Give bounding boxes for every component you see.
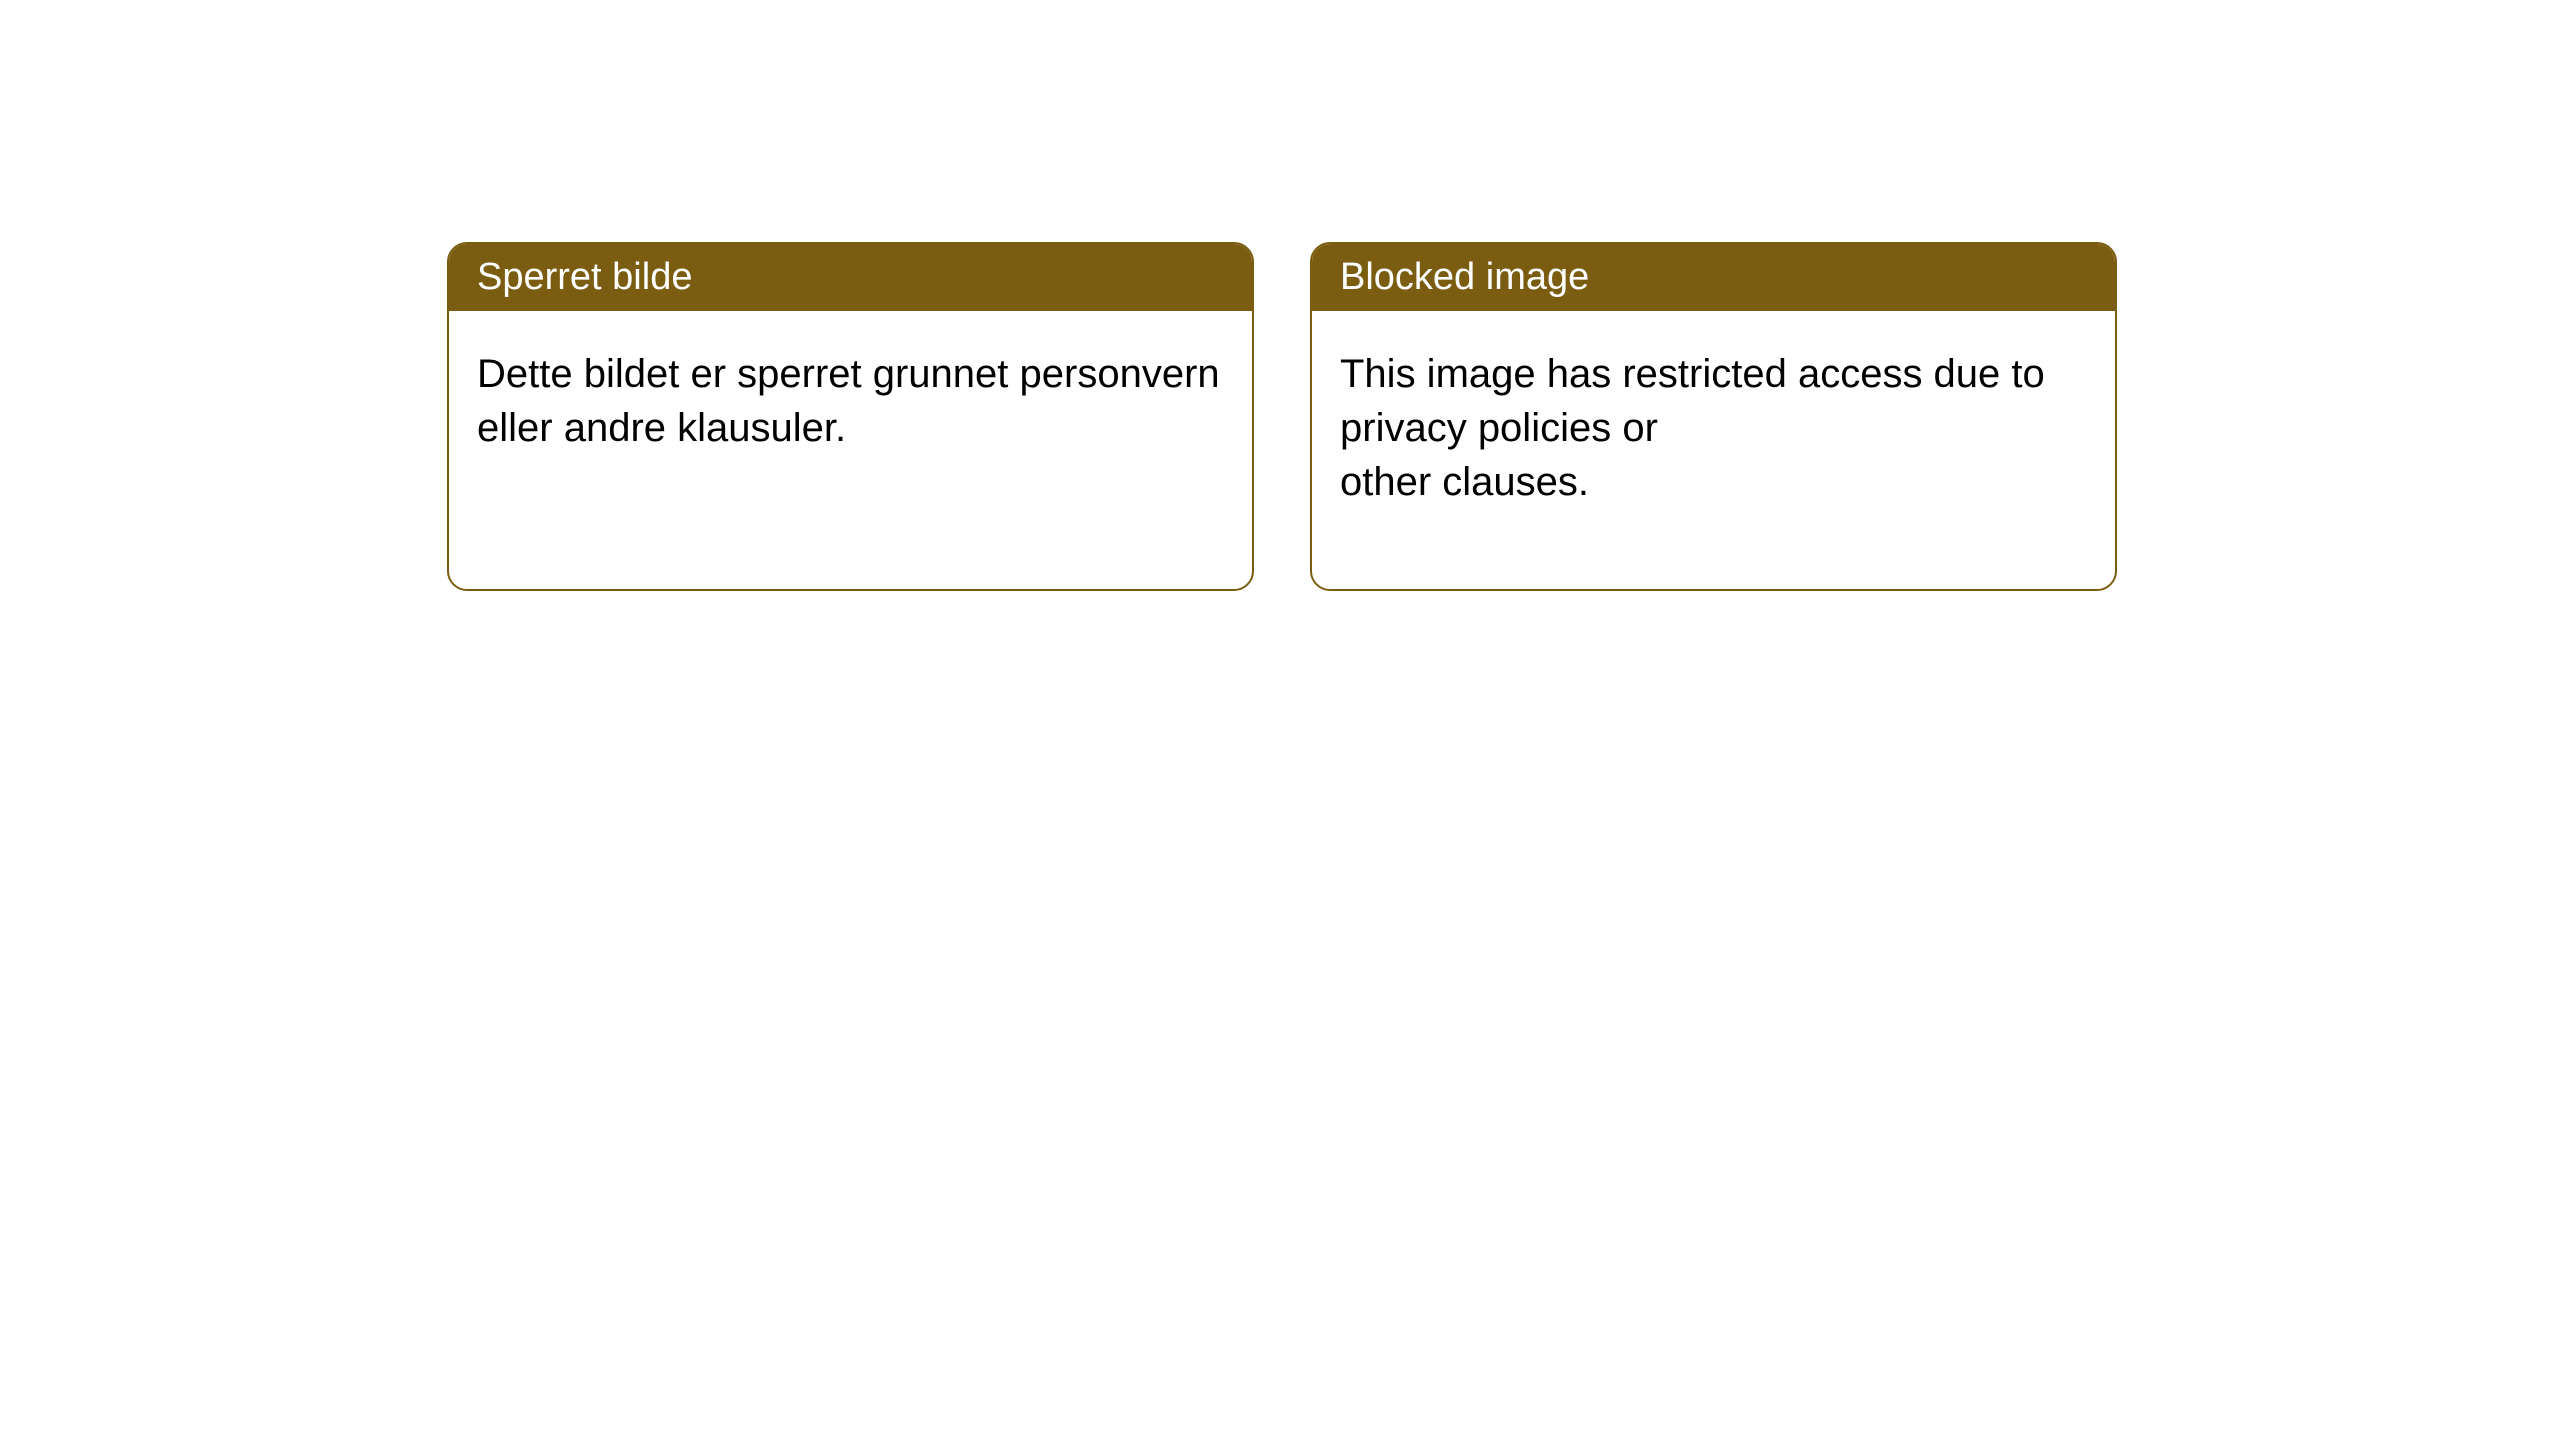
- notice-card-norwegian: Sperret bilde Dette bildet er sperret gr…: [447, 242, 1254, 591]
- notice-card-body: This image has restricted access due to …: [1312, 311, 2115, 589]
- notice-card-english: Blocked image This image has restricted …: [1310, 242, 2117, 591]
- notice-card-body: Dette bildet er sperret grunnet personve…: [449, 311, 1252, 535]
- notice-card-title: Blocked image: [1312, 244, 2115, 311]
- notice-card-title: Sperret bilde: [449, 244, 1252, 311]
- notice-container: Sperret bilde Dette bildet er sperret gr…: [0, 0, 2560, 591]
